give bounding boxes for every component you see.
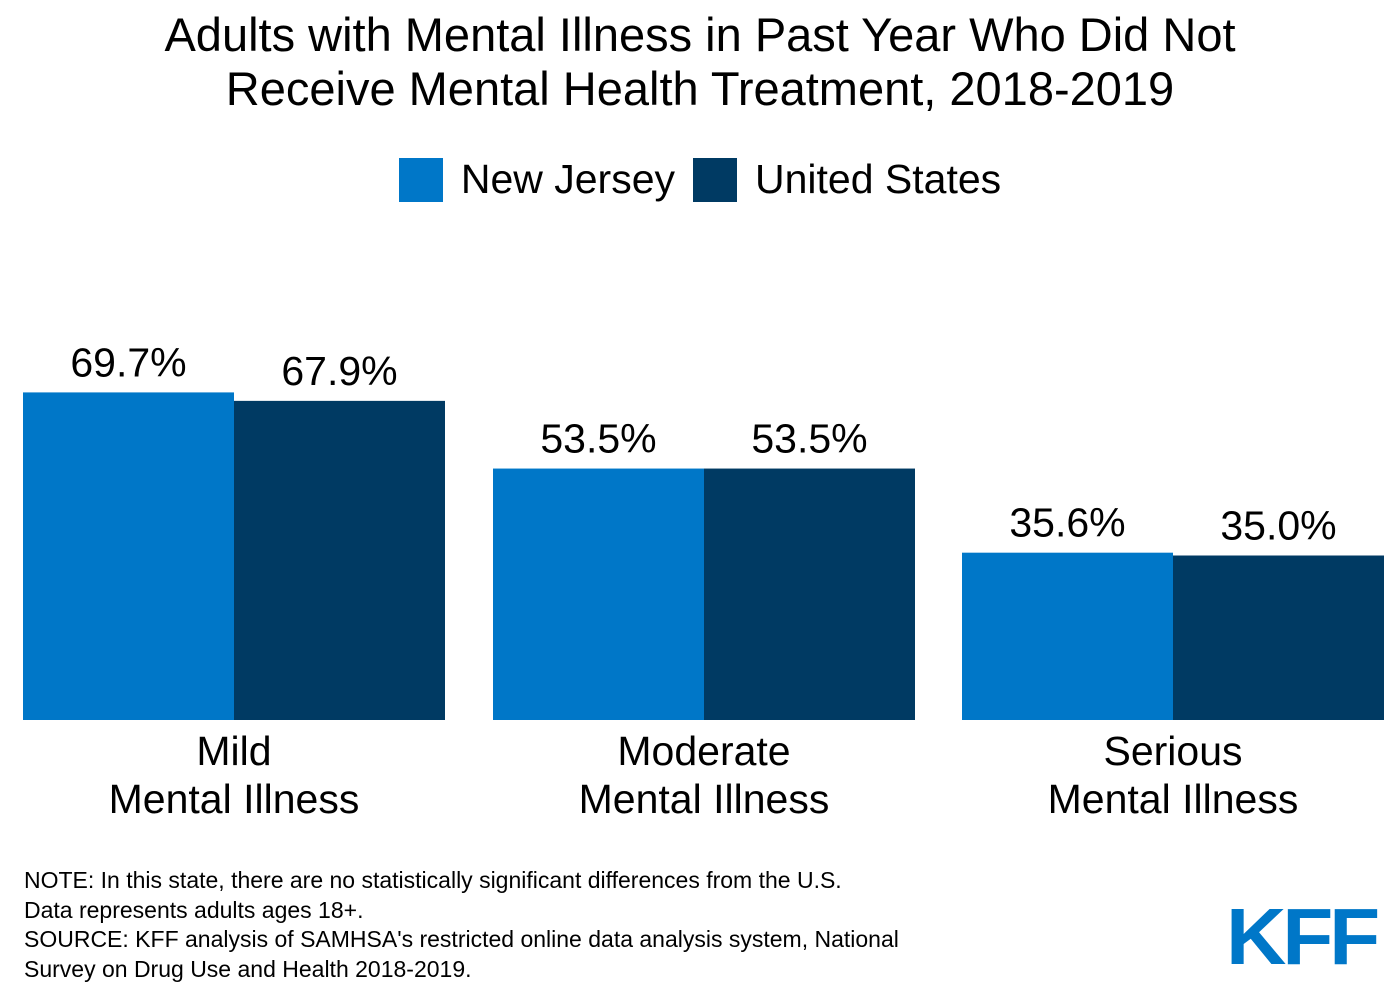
- category-label-2-line-1: Moderate: [617, 728, 790, 774]
- category-label-3-line-1: Serious: [1103, 728, 1242, 774]
- category-label-1-line-1: Mild: [196, 728, 271, 774]
- bar-united-states-2: [704, 468, 915, 720]
- bar-new-jersey-3: [962, 552, 1173, 720]
- category-label-3-line-2: Mental Illness: [1048, 776, 1299, 822]
- legend-swatch-united-states: [693, 157, 738, 202]
- data-label-new-jersey-2: 53.5%: [540, 416, 656, 462]
- chart-title-line-1: Adults with Mental Illness in Past Year …: [164, 8, 1236, 61]
- bar-new-jersey-1: [23, 392, 234, 720]
- note-line-1: NOTE: In this state, there are no statis…: [24, 867, 842, 893]
- legend-label-united-states: United States: [755, 156, 1002, 202]
- chart-title-line-2: Receive Mental Health Treatment, 2018-20…: [225, 62, 1175, 115]
- category-label-1-line-2: Mental Illness: [109, 776, 360, 822]
- data-label-united-states-2: 53.5%: [751, 416, 867, 462]
- bar-united-states-1: [234, 400, 445, 720]
- data-label-new-jersey-3: 35.6%: [1009, 500, 1125, 546]
- legend-swatch-new-jersey: [398, 157, 443, 202]
- bar-united-states-3: [1173, 555, 1384, 720]
- data-label-united-states-3: 35.0%: [1220, 503, 1336, 549]
- chart-notes: NOTE: In this state, there are no statis…: [24, 866, 1144, 984]
- kff-logo: KFF: [1226, 902, 1381, 968]
- legend-item-united-states: United States: [693, 156, 1001, 203]
- category-label-2-line-2: Mental Illness: [579, 776, 830, 822]
- legend-item-new-jersey: New Jersey: [398, 156, 676, 203]
- source-line-2: Survey on Drug Use and Health 2018-2019.: [24, 955, 472, 982]
- data-label-new-jersey-1: 69.7%: [70, 339, 186, 385]
- legend-label-new-jersey: New Jersey: [460, 156, 676, 202]
- note-line-2: Data represents adults ages 18+.: [24, 896, 364, 923]
- source-line-1: SOURCE: KFF analysis of SAMHSA's restric…: [24, 926, 899, 952]
- data-label-united-states-1: 67.9%: [281, 348, 397, 394]
- chart-legend: New Jersey United States: [0, 156, 1400, 203]
- bar-new-jersey-2: [493, 468, 704, 720]
- chart-title: Adults with Mental Illness in Past Year …: [0, 8, 1400, 116]
- kff-logo-text: KFF: [1226, 902, 1377, 968]
